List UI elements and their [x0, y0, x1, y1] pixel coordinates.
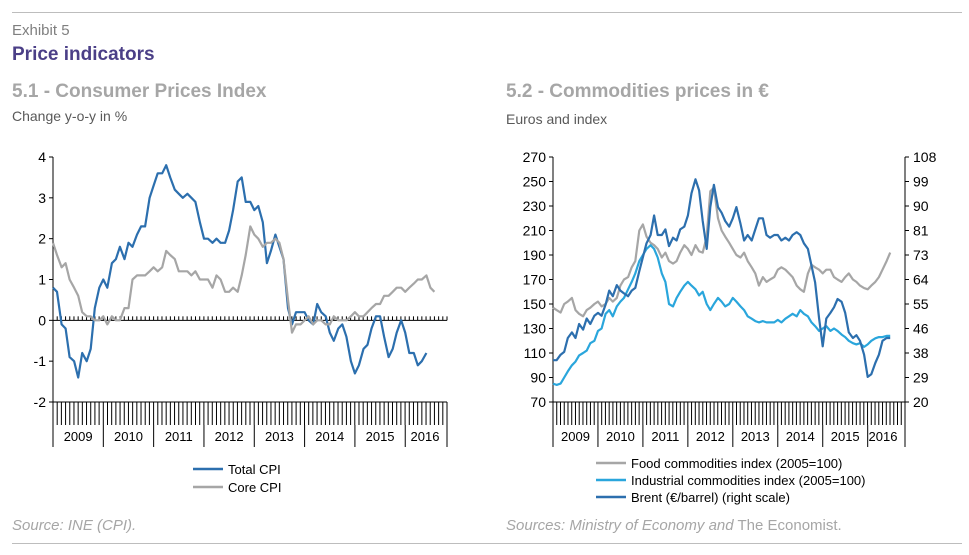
x-tick-label: 2010: [606, 429, 635, 444]
x-tick-label: 2014: [315, 429, 344, 444]
series-line-total-cpi: [52, 164, 428, 379]
y2-tick-label: 38: [913, 345, 929, 361]
bottom-rule: [12, 543, 962, 544]
y-tick-label: 1: [38, 272, 46, 288]
x-tick-label: 2013: [265, 429, 294, 444]
cpi-chart-subtitle: Change y-o-y in %: [12, 108, 128, 124]
y-tick-label: 2: [38, 231, 46, 247]
x-tick-label: 2016: [869, 429, 898, 444]
legend-label: Brent (€/barrel) (right scale): [631, 490, 790, 505]
y-tick-label: 190: [523, 247, 547, 263]
x-tick-label: 2010: [114, 429, 143, 444]
x-tick-label: 2012: [215, 429, 244, 444]
y-tick-label: 170: [523, 272, 547, 288]
source-plain-text: The Economist.: [733, 517, 842, 534]
x-axis-month-ticks: [52, 402, 448, 425]
y2-tick-label: 73: [913, 247, 929, 263]
x-tick-label: 2015: [366, 429, 395, 444]
x-axis-month-ticks: [552, 402, 906, 425]
x-tick-label: 2014: [786, 429, 815, 444]
legend-label: Core CPI: [228, 480, 281, 495]
series-line-brent-barrel-right-scale: [553, 178, 891, 378]
y-tick-label: 250: [523, 174, 547, 190]
commodities-chart-subtitle: Euros and index: [506, 111, 608, 127]
legend-label: Industrial commodities index (2005=100): [631, 473, 866, 488]
y2-tick-label: 99: [913, 174, 929, 190]
y-tick-label: 150: [523, 296, 547, 312]
x-tick-label: 2016: [411, 429, 440, 444]
y-tick-label: -2: [34, 394, 47, 410]
y-tick-label: 0: [38, 312, 46, 328]
y-tick-label: 4: [38, 149, 46, 165]
y-tick-label: 90: [530, 370, 546, 386]
series-line-core-cpi: [51, 225, 436, 334]
page-title: Price indicators: [12, 44, 155, 65]
y2-tick-label: 46: [913, 321, 929, 337]
y2-tick-label: 29: [913, 370, 929, 386]
y-tick-label: 270: [523, 149, 547, 165]
x-tick-label: 2011: [651, 429, 679, 444]
y-tick-label: 130: [523, 321, 547, 337]
x-tick-label: 2009: [561, 429, 590, 444]
x-tick-label: 2015: [831, 429, 860, 444]
x-tick-label: 2013: [741, 429, 770, 444]
y-tick-label: 70: [530, 394, 546, 410]
series-line-industrial-commodities-index-2005-100: [552, 244, 891, 386]
x-tick-label: 2011: [165, 429, 193, 444]
y2-tick-label: 90: [913, 198, 929, 214]
x-tick-label: 2012: [696, 429, 725, 444]
legend-label: Total CPI: [228, 462, 281, 477]
top-rule: [12, 12, 962, 13]
commodities-chart-title: 5.2 - Commodities prices in €: [506, 81, 769, 102]
y-tick-label: 3: [38, 190, 46, 206]
commodities-source-note: Sources: Ministry of Economy and The Eco…: [506, 517, 842, 534]
y-tick-label: -1: [34, 353, 47, 369]
y2-tick-label: 20: [913, 394, 929, 410]
source-italic-text: Sources: Ministry of Economy and: [506, 517, 734, 534]
series-line-food-commodities-index-2005-100: [552, 186, 892, 318]
cpi-source-note: Source: INE (CPI).: [12, 517, 137, 534]
y-tick-label: 210: [523, 223, 547, 239]
exhibit-label: Exhibit 5: [12, 22, 70, 39]
y2-tick-label: 64: [913, 272, 929, 288]
y2-tick-label: 108: [913, 149, 937, 165]
y2-tick-label: 81: [913, 223, 929, 239]
y2-tick-label: 55: [913, 296, 929, 312]
y-tick-label: 230: [523, 198, 547, 214]
x-tick-label: 2009: [64, 429, 93, 444]
cpi-chart-title: 5.1 - Consumer Prices Index: [12, 81, 267, 102]
y-tick-label: 110: [524, 345, 547, 361]
legend-label: Food commodities index (2005=100): [631, 456, 842, 471]
